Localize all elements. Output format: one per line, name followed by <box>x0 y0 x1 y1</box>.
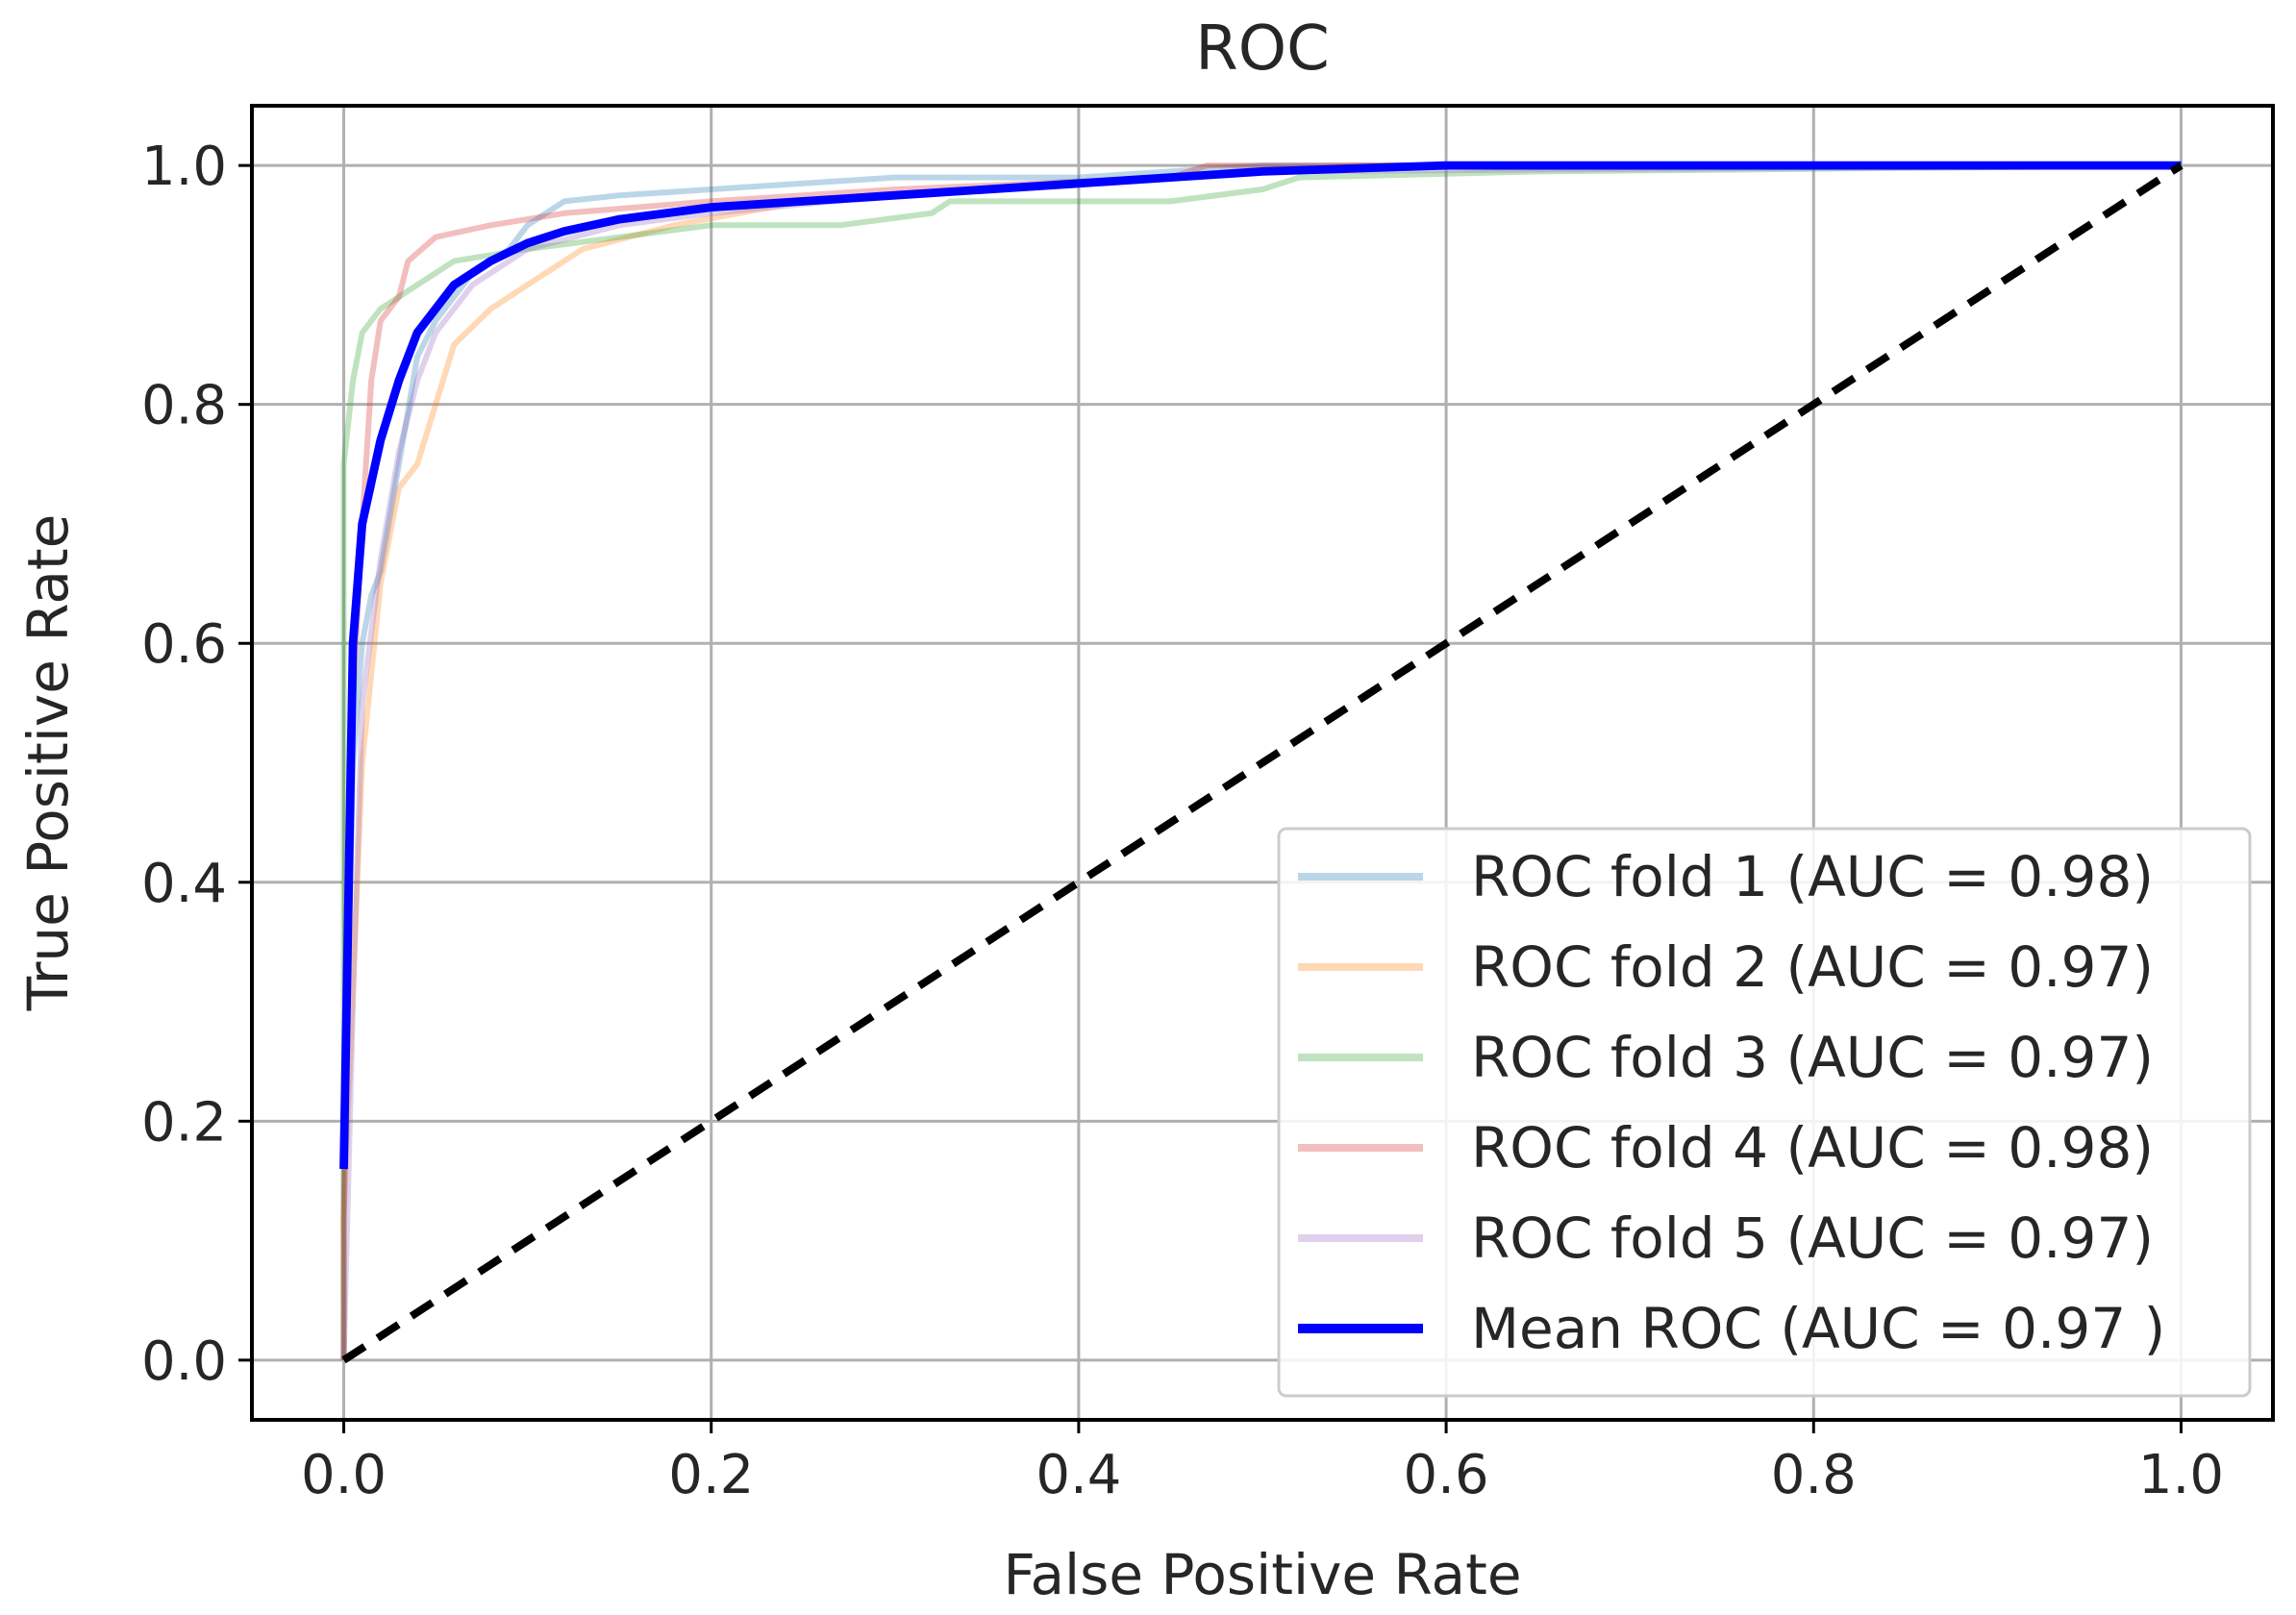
y-tick-label: 0.0 <box>141 1330 227 1393</box>
ticks: 0.0 0.2 0.4 0.6 0.8 1.0 0.0 0.2 0.4 0.6 0.8 1.0 <box>141 136 2224 1506</box>
chart-title: ROC <box>1195 13 1330 85</box>
mean-roc-line <box>339 161 2182 1170</box>
y-tick-label: 0.2 <box>141 1091 227 1154</box>
roc-fold-3-line <box>340 162 2182 1360</box>
y-tick-label: 0.6 <box>141 613 227 676</box>
x-tick-label: 0.8 <box>1771 1444 1857 1506</box>
y-axis-label: True Positive Rate <box>15 514 81 1012</box>
x-tick-label: 0.2 <box>668 1444 754 1506</box>
x-tick-label: 0.0 <box>301 1444 387 1506</box>
legend: ROC fold 1 (AUC = 0.98) ROC fold 2 (AUC =… <box>1277 827 2252 1398</box>
y-tick-label: 0.8 <box>141 375 227 437</box>
x-axis-label: False Positive Rate <box>1003 1542 1521 1607</box>
chance-diagonal-line <box>341 162 2184 1364</box>
y-tick-label: 0.4 <box>141 853 227 915</box>
legend-label: ROC fold 4 (AUC = 0.98) <box>1471 1115 2154 1180</box>
legend-label: ROC fold 3 (AUC = 0.97) <box>1471 1025 2154 1090</box>
x-tick-label: 0.6 <box>1404 1444 1489 1506</box>
legend-label: Mean ROC (AUC = 0.97 ) <box>1471 1296 2165 1361</box>
x-tick-label: 0.4 <box>1036 1444 1121 1506</box>
x-tick-label: 1.0 <box>2138 1444 2224 1506</box>
grid <box>252 106 2273 1420</box>
axes-frame <box>250 104 2275 1422</box>
legend-label: ROC fold 2 (AUC = 0.97) <box>1471 934 2154 1000</box>
legend-label: ROC fold 5 (AUC = 0.97) <box>1471 1205 2154 1271</box>
legend-label: ROC fold 1 (AUC = 0.98) <box>1471 844 2154 909</box>
y-tick-label: 1.0 <box>141 136 227 198</box>
series-layer <box>339 161 2184 1364</box>
legend-box <box>1277 827 2252 1398</box>
